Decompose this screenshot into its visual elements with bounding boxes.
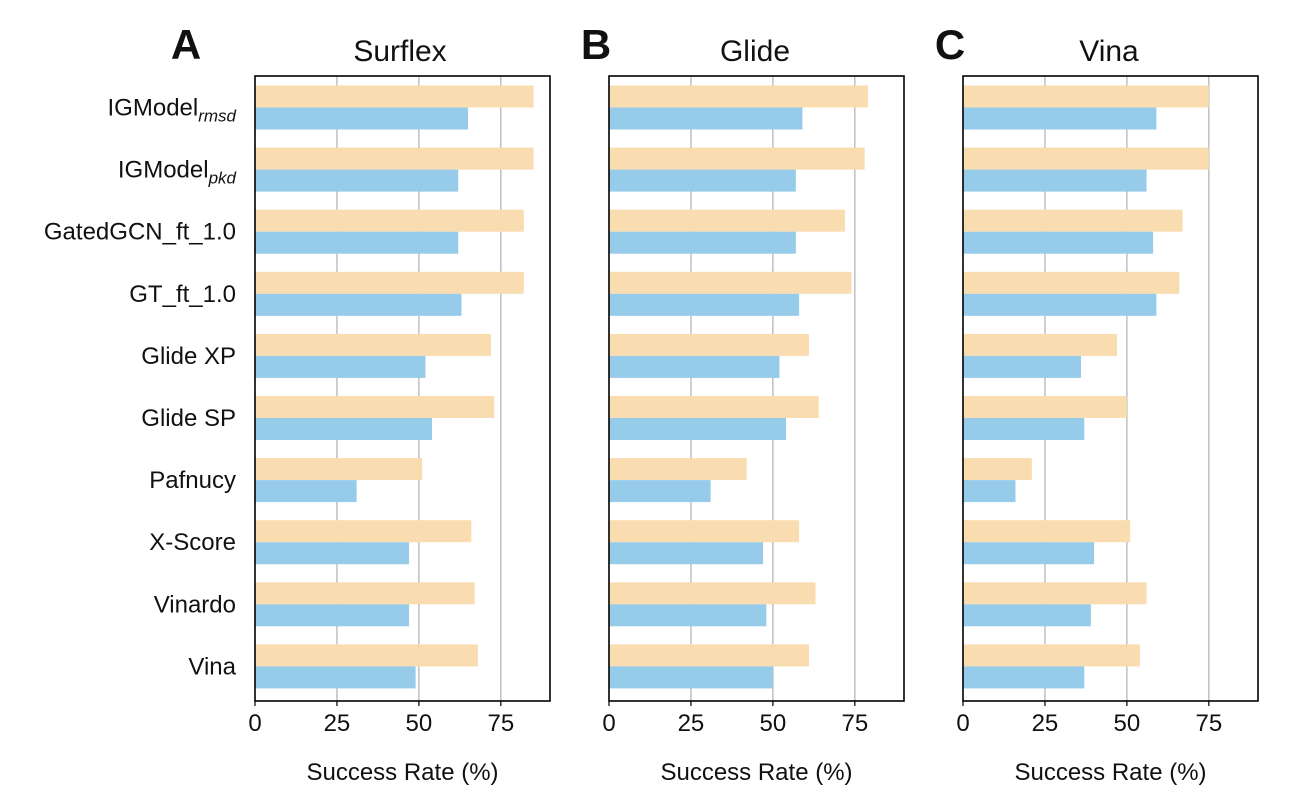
bar [609, 666, 773, 689]
bar [255, 85, 534, 108]
panel-b: B Glide 0 25 50 75 Success Rate (%) [581, 21, 905, 786]
bar [963, 355, 1081, 378]
bar [963, 293, 1157, 316]
bar [609, 520, 800, 543]
bar [255, 107, 469, 130]
bar [255, 231, 459, 254]
x-axis-label: Success Rate (%) [660, 759, 852, 786]
bar [963, 169, 1147, 192]
panel-a: A Surflex 0 25 50 75 Success Rate (%) [171, 21, 551, 786]
category-label: IGModelrmsd [108, 95, 237, 126]
bar [963, 644, 1140, 667]
bar [609, 147, 865, 170]
panel-title: Glide [720, 35, 790, 68]
bar [609, 333, 809, 356]
bar [255, 480, 357, 503]
panel-letter: A [171, 21, 201, 68]
bar [609, 355, 780, 378]
bar [963, 271, 1180, 294]
bar [255, 169, 459, 192]
bar [963, 147, 1209, 170]
category-label: GT_ft_1.0 [129, 281, 236, 308]
bar [255, 666, 416, 689]
panel-letter: C [935, 21, 965, 68]
bar [609, 480, 711, 503]
bar [255, 333, 491, 356]
panel-letter: B [581, 21, 611, 68]
bar [609, 209, 845, 232]
bar [963, 107, 1157, 130]
bar [255, 396, 495, 418]
x-tick-label: 75 [487, 710, 514, 737]
category-label: GatedGCN_ft_1.0 [44, 219, 236, 246]
panel-title: Surflex [353, 35, 446, 68]
bar [963, 604, 1091, 627]
bar [609, 542, 764, 565]
bar [255, 293, 462, 316]
bar [963, 396, 1127, 418]
bar [963, 333, 1118, 356]
bar [963, 209, 1183, 232]
x-tick-label: 25 [324, 710, 351, 737]
bar [255, 209, 524, 232]
bar [963, 458, 1032, 481]
bar [255, 582, 475, 605]
x-tick-label: 0 [602, 710, 615, 737]
bar [609, 169, 796, 192]
panel-title: Vina [1079, 35, 1139, 68]
x-tick-label: 25 [1032, 710, 1059, 737]
x-tick-label: 50 [406, 710, 433, 737]
category-label: X-Score [149, 529, 236, 556]
bar [255, 520, 472, 543]
x-tick-label: 0 [956, 710, 969, 737]
bar [609, 396, 819, 418]
bar [255, 542, 410, 565]
x-tick-label: 75 [841, 710, 868, 737]
bar [609, 582, 816, 605]
bar [255, 458, 423, 481]
x-tick-label: 75 [1195, 710, 1222, 737]
bar [963, 418, 1085, 440]
bar [963, 582, 1147, 605]
category-label: Vinardo [154, 591, 236, 618]
bar [609, 604, 767, 627]
category-label: Glide XP [141, 343, 236, 370]
bar [255, 418, 432, 440]
x-axis-label: Success Rate (%) [1014, 759, 1206, 786]
bar [255, 644, 478, 667]
plot-frame [254, 75, 551, 702]
bar [963, 231, 1154, 254]
bar [255, 604, 410, 627]
bar [255, 355, 426, 378]
bar [609, 644, 809, 667]
bar [609, 458, 747, 481]
category-label: Pafnucy [149, 467, 236, 494]
bar [255, 271, 524, 294]
x-tick-label: 50 [760, 710, 787, 737]
bar [609, 418, 786, 440]
plot-frame [608, 75, 905, 702]
bar [963, 480, 1016, 503]
x-tick-label: 50 [1114, 710, 1141, 737]
bar [963, 666, 1085, 689]
bar [609, 85, 868, 108]
category-label: Vina [188, 653, 236, 680]
bar [963, 520, 1131, 543]
bar [609, 107, 803, 130]
x-tick-label: 25 [678, 710, 705, 737]
bar [609, 231, 796, 254]
panel-c: C Vina 0 25 50 75 Success Rate (%) [935, 21, 1259, 786]
bar [963, 85, 1209, 108]
plot-frame [962, 75, 1259, 702]
bar [255, 147, 534, 170]
bar [609, 271, 852, 294]
bar [609, 293, 800, 316]
x-tick-label: 0 [248, 710, 261, 737]
bar [963, 542, 1095, 565]
category-label: Glide SP [141, 405, 236, 432]
category-label: IGModelpkd [118, 157, 237, 188]
x-axis-label: Success Rate (%) [306, 759, 498, 786]
